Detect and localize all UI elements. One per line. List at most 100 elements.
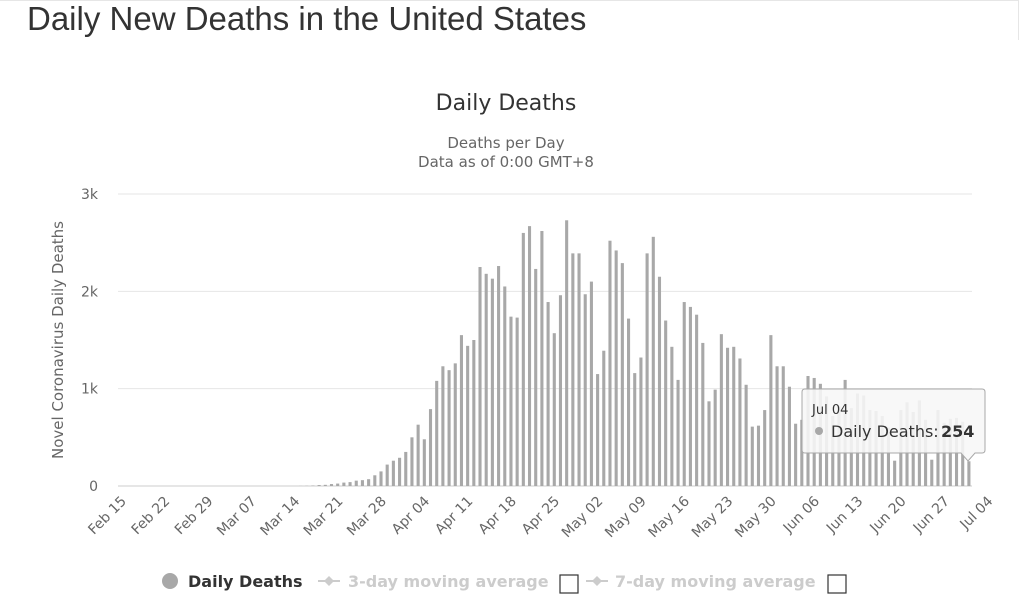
bar[interactable]: [763, 410, 767, 486]
bar[interactable]: [750, 426, 754, 486]
x-tick-label: Mar 07: [214, 494, 260, 540]
bar[interactable]: [385, 464, 389, 486]
bar[interactable]: [509, 316, 513, 486]
bar[interactable]: [967, 461, 971, 486]
legend-7-day-marker: [592, 576, 602, 586]
bar[interactable]: [577, 253, 581, 486]
bar[interactable]: [453, 363, 457, 486]
legend-item-7-day-average[interactable]: 7-day moving average: [586, 572, 816, 591]
bar[interactable]: [614, 250, 618, 486]
bar[interactable]: [682, 302, 686, 486]
legend-7-day-checkbox[interactable]: [827, 574, 847, 594]
bar[interactable]: [633, 373, 637, 486]
bar[interactable]: [534, 268, 538, 486]
bar[interactable]: [503, 286, 507, 486]
bar[interactable]: [670, 346, 674, 486]
tooltip-series-dot: [815, 427, 823, 435]
bar[interactable]: [521, 232, 525, 486]
bar[interactable]: [744, 384, 748, 486]
bar[interactable]: [348, 482, 352, 486]
tooltip-date: Jul 04: [811, 403, 848, 418]
bar[interactable]: [497, 266, 501, 486]
bar[interactable]: [756, 425, 761, 486]
bar[interactable]: [484, 273, 488, 486]
bar[interactable]: [583, 294, 587, 486]
bar[interactable]: [695, 314, 699, 486]
bar[interactable]: [608, 240, 612, 486]
bar[interactable]: [596, 374, 600, 486]
bar[interactable]: [602, 350, 606, 486]
bar[interactable]: [930, 459, 934, 486]
bar[interactable]: [422, 439, 426, 486]
bar[interactable]: [571, 253, 575, 486]
bar[interactable]: [893, 460, 897, 486]
page-title: Daily New Deaths in the United States: [27, 0, 587, 37]
bar[interactable]: [657, 276, 662, 486]
bar[interactable]: [441, 366, 445, 486]
bar[interactable]: [367, 479, 371, 486]
bar[interactable]: [738, 358, 742, 486]
bar[interactable]: [787, 386, 791, 486]
bar[interactable]: [769, 335, 773, 486]
bar[interactable]: [620, 263, 624, 486]
bar[interactable]: [707, 401, 711, 486]
bar[interactable]: [732, 346, 736, 486]
legend-3-day-checkbox[interactable]: [559, 574, 579, 594]
bar[interactable]: [478, 267, 482, 486]
bar[interactable]: [435, 380, 439, 486]
chart-subtitle-line-1: Deaths per Day: [447, 134, 564, 152]
bar[interactable]: [719, 334, 723, 486]
x-tick-label: Apr 11: [432, 494, 476, 538]
bar[interactable]: [540, 230, 544, 486]
bar[interactable]: [688, 306, 692, 486]
bar[interactable]: [886, 427, 890, 486]
bar[interactable]: [713, 389, 717, 486]
tooltip: Jul 04 Daily Deaths: 254: [801, 388, 986, 462]
bar[interactable]: [546, 302, 550, 486]
bar[interactable]: [527, 226, 532, 486]
bar[interactable]: [775, 366, 779, 486]
chart-title: Daily Deaths: [436, 91, 577, 116]
bar[interactable]: [664, 320, 668, 486]
bar[interactable]: [565, 220, 569, 486]
bar[interactable]: [416, 424, 420, 486]
bar[interactable]: [490, 278, 494, 486]
bar[interactable]: [515, 317, 519, 486]
bar[interactable]: [459, 335, 463, 486]
bar[interactable]: [794, 423, 798, 486]
bar[interactable]: [317, 485, 321, 486]
bar[interactable]: [552, 333, 556, 486]
bar[interactable]: [627, 318, 631, 486]
bar[interactable]: [329, 484, 334, 486]
bar[interactable]: [466, 345, 470, 486]
bar[interactable]: [942, 422, 946, 486]
bar[interactable]: [447, 370, 451, 486]
bar[interactable]: [336, 483, 340, 486]
bar[interactable]: [726, 347, 730, 486]
bar[interactable]: [379, 471, 383, 486]
bar[interactable]: [701, 342, 705, 486]
bar[interactable]: [676, 379, 680, 486]
bar[interactable]: [342, 482, 346, 486]
bar[interactable]: [651, 236, 655, 486]
bar[interactable]: [360, 480, 364, 486]
bar[interactable]: [558, 295, 563, 486]
bar[interactable]: [373, 475, 377, 486]
bar[interactable]: [472, 340, 476, 486]
bar[interactable]: [354, 480, 358, 486]
bar[interactable]: [398, 457, 402, 486]
bar[interactable]: [800, 419, 804, 486]
bar[interactable]: [639, 357, 643, 486]
bar[interactable]: [781, 366, 785, 486]
bar[interactable]: [323, 484, 327, 486]
bar[interactable]: [589, 281, 593, 486]
legend-item-daily-deaths[interactable]: Daily Deaths: [162, 572, 303, 591]
bar[interactable]: [645, 253, 649, 486]
bar[interactable]: [410, 437, 414, 486]
bar[interactable]: [428, 409, 433, 486]
bar[interactable]: [391, 460, 395, 486]
x-tick-label: Jun 06: [780, 493, 823, 536]
bar[interactable]: [404, 451, 408, 486]
legend-item-3-day-average[interactable]: 3-day moving average: [318, 572, 549, 591]
